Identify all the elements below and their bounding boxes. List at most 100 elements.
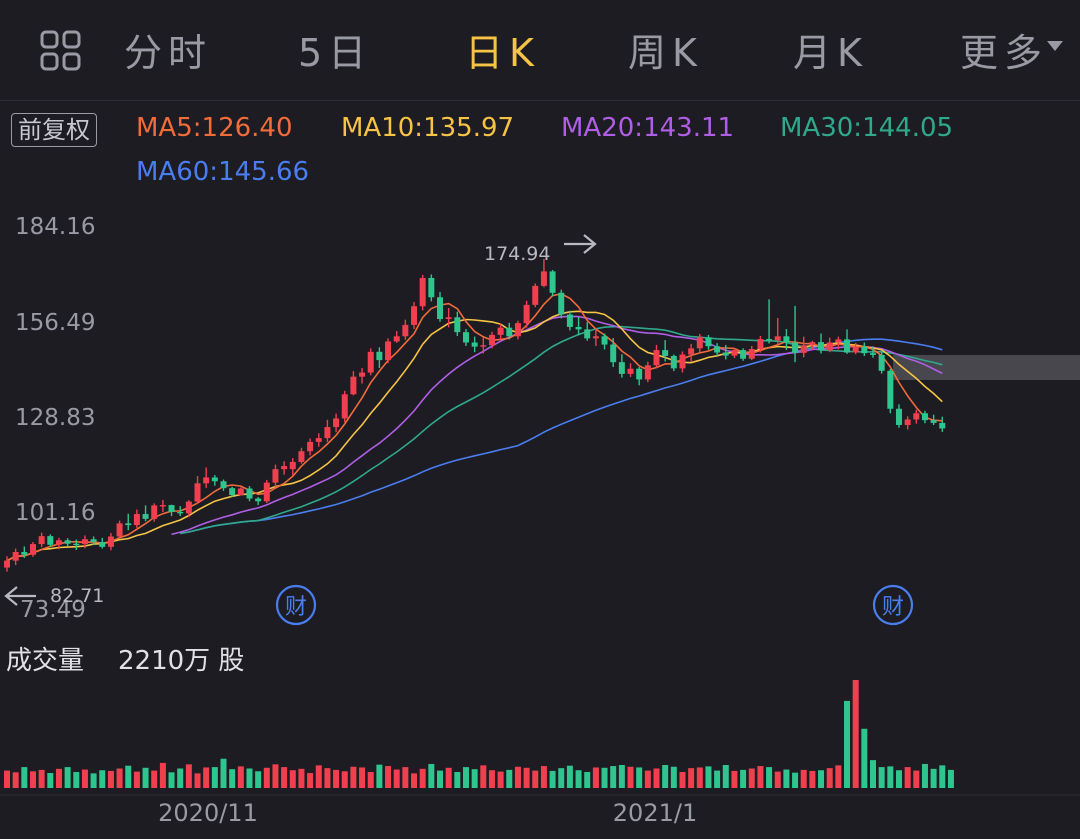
candle (939, 416, 946, 432)
volume-bar (766, 767, 773, 788)
y-tick-label: 101.16 (15, 500, 95, 526)
volume-bar (757, 766, 764, 788)
volume-bar (705, 766, 712, 788)
volume-bar (792, 772, 799, 788)
candle (393, 331, 400, 343)
candle (367, 348, 374, 376)
max-price-annotation: 174.94 (484, 243, 550, 265)
candle-body (670, 355, 677, 369)
candle (4, 556, 10, 572)
volume-bar (506, 769, 513, 788)
volume-bar (47, 773, 54, 788)
candle (73, 539, 80, 550)
moving-average-lines (6, 293, 943, 562)
candle (246, 486, 253, 502)
tab-month-k[interactable]: 月K (793, 31, 868, 75)
volume-bar (895, 770, 902, 788)
tab-week-k[interactable]: 周K (628, 31, 703, 75)
volume-bar (159, 762, 166, 788)
candle (766, 299, 773, 344)
volume-bar (367, 771, 374, 788)
candle (385, 338, 392, 364)
volume-bar (99, 770, 106, 788)
volume-bar (852, 680, 859, 788)
earnings-marker-label: 财 (285, 595, 307, 620)
candle (818, 333, 825, 354)
volume-bar (722, 765, 729, 788)
candle (341, 390, 348, 423)
volume-bar (315, 765, 322, 788)
volume-bar (393, 769, 400, 788)
volume-bar (523, 767, 530, 788)
price-adjust-button[interactable]: 前复权 (11, 113, 97, 147)
candle (584, 322, 591, 341)
earnings-marker[interactable]: 财 (872, 584, 914, 626)
volume-bar (350, 766, 357, 788)
candle (12, 548, 19, 566)
tab-day-k[interactable]: 日K (465, 31, 540, 75)
volume-bar (55, 768, 62, 788)
candle-body (73, 543, 80, 546)
volume-bar (203, 767, 210, 788)
candle (852, 342, 859, 355)
volume-bar (38, 769, 45, 788)
earnings-marker[interactable]: 财 (275, 584, 317, 626)
grid-menu-icon[interactable] (40, 30, 82, 72)
volume-bar (618, 765, 625, 788)
candle (696, 333, 703, 353)
candle (835, 336, 842, 350)
candle (229, 486, 236, 498)
candle-body (411, 306, 418, 325)
caret-down-icon (1047, 41, 1063, 51)
candle-body (809, 342, 816, 346)
candle-body (99, 542, 106, 547)
volume-bar (558, 768, 565, 788)
volume-bar (359, 767, 366, 788)
ma20-label: MA20:143.11 (561, 113, 735, 143)
candle-body (714, 346, 721, 353)
volume-bar (921, 763, 928, 788)
volume-bar (64, 767, 71, 788)
volume-bar (740, 769, 747, 788)
tab-timeshare[interactable]: 分时 (124, 31, 213, 75)
candle (133, 509, 140, 528)
volume-bar (826, 768, 833, 788)
candle-body (514, 323, 521, 337)
tab-more[interactable]: 更多 (960, 22, 1063, 77)
candle-body (64, 540, 71, 544)
volume-bar (73, 771, 80, 788)
candle (497, 323, 504, 341)
candle-body (506, 327, 513, 337)
volume-bar (636, 767, 643, 788)
candle-body (246, 488, 253, 499)
candle (203, 467, 210, 488)
candle (90, 536, 97, 546)
candle (194, 476, 201, 504)
candle (887, 369, 894, 414)
candle (81, 535, 88, 549)
volume-bar (610, 766, 617, 788)
x-tick-label: 2021/1 (613, 799, 697, 827)
tab-5day[interactable]: 5日 (298, 31, 373, 75)
candle-body (696, 337, 703, 349)
volume-bar (939, 765, 946, 788)
candle (471, 336, 478, 353)
volume-bar (844, 700, 851, 788)
volume-bar (151, 770, 158, 788)
candle-body (688, 348, 695, 355)
tab-more-label: 更多 (960, 31, 1049, 75)
candle-body (289, 461, 296, 470)
min-price-annotation: 82.71 (50, 585, 104, 607)
candle-body (731, 350, 738, 356)
candle-body (844, 339, 851, 353)
volume-bar (714, 770, 721, 788)
y-tick-label: 184.16 (15, 214, 95, 240)
candle (644, 361, 651, 383)
volume-bar (688, 768, 695, 788)
candle (913, 409, 920, 424)
candle-body (107, 536, 114, 547)
candle (610, 338, 617, 368)
candle-body (428, 277, 435, 298)
candle (307, 438, 314, 456)
